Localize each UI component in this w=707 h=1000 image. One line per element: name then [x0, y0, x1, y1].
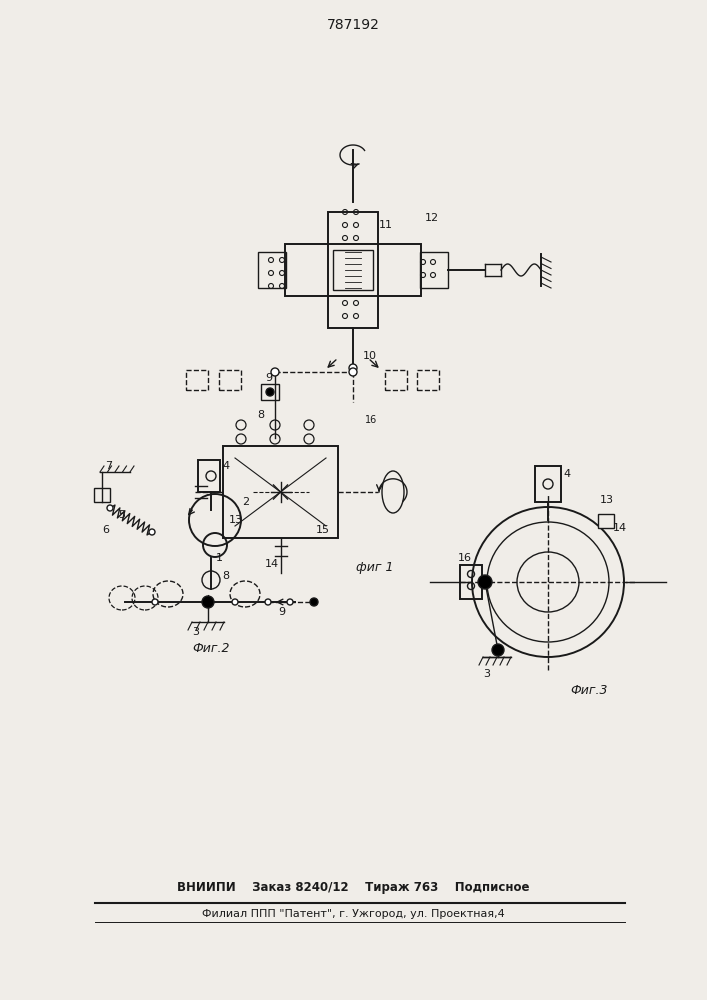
Circle shape: [107, 505, 113, 511]
Text: 12: 12: [425, 213, 439, 223]
Text: 4: 4: [563, 469, 570, 479]
Circle shape: [349, 368, 357, 376]
Bar: [219, 370, 241, 390]
Text: 1: 1: [216, 553, 223, 563]
Bar: [535, 466, 561, 502]
Text: 6: 6: [102, 525, 109, 535]
Text: 9: 9: [265, 373, 272, 383]
Bar: [460, 565, 482, 599]
Circle shape: [149, 529, 155, 535]
Bar: [285, 244, 421, 296]
Bar: [261, 384, 279, 400]
Text: 7: 7: [105, 461, 112, 471]
Text: 8: 8: [257, 410, 264, 420]
Circle shape: [492, 644, 504, 656]
Text: фиг 1: фиг 1: [356, 562, 394, 574]
Circle shape: [152, 599, 158, 605]
Text: 4: 4: [222, 461, 229, 471]
Circle shape: [202, 596, 214, 608]
Text: 13: 13: [600, 495, 614, 505]
Text: 10: 10: [363, 351, 377, 361]
Circle shape: [287, 599, 293, 605]
Circle shape: [349, 364, 357, 372]
Circle shape: [310, 598, 318, 606]
Text: 5: 5: [118, 510, 125, 520]
Text: 11: 11: [379, 220, 393, 230]
Text: 3: 3: [483, 669, 490, 679]
Circle shape: [232, 599, 238, 605]
Bar: [417, 370, 439, 390]
Text: 787192: 787192: [327, 18, 380, 32]
Bar: [385, 370, 407, 390]
Text: ВНИИПИ    Заказ 8240/12    Тираж 763    Подписное: ВНИИПИ Заказ 8240/12 Тираж 763 Подписное: [177, 880, 530, 894]
Bar: [598, 514, 614, 528]
Circle shape: [271, 368, 279, 376]
Circle shape: [478, 575, 492, 589]
Text: Филиал ППП "Патент", г. Ужгород, ул. Проектная,4: Филиал ППП "Патент", г. Ужгород, ул. Про…: [201, 909, 504, 919]
Bar: [258, 252, 286, 288]
Text: 13: 13: [229, 515, 243, 525]
Text: 3: 3: [192, 627, 199, 637]
Text: 16: 16: [458, 553, 472, 563]
Text: Фиг.3: Фиг.3: [570, 684, 607, 696]
Circle shape: [266, 388, 274, 396]
Text: 9: 9: [278, 607, 285, 617]
Text: 2: 2: [242, 497, 249, 507]
Bar: [420, 252, 448, 288]
Bar: [223, 446, 338, 538]
Bar: [328, 212, 378, 328]
Text: 8: 8: [222, 571, 229, 581]
Bar: [333, 250, 373, 290]
Bar: [198, 460, 220, 492]
Bar: [186, 370, 208, 390]
Circle shape: [265, 599, 271, 605]
Text: 16: 16: [365, 415, 378, 425]
Text: 14: 14: [613, 523, 627, 533]
Text: Фиг.2: Фиг.2: [192, 642, 230, 654]
Text: 14: 14: [264, 559, 279, 569]
Bar: [94, 488, 110, 502]
Text: 15: 15: [316, 525, 330, 535]
